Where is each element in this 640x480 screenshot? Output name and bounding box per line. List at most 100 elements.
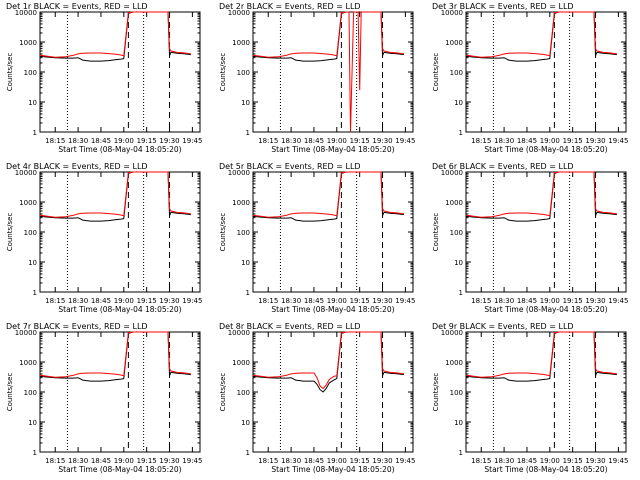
y-tick-label: 1 [246, 289, 250, 297]
x-tick-label: 18:30 [281, 137, 301, 145]
y-tick-label: 1000 [232, 39, 250, 47]
x-axis-label: Start Time (08-May-04 18:05:20) [484, 145, 607, 154]
y-tick-label: 100 [237, 229, 250, 237]
x-tick-label: 19:30 [585, 297, 605, 305]
x-tick-label: 18:15 [258, 137, 278, 145]
x-tick-label: 18:30 [68, 457, 88, 465]
y-tick-label: 1 [33, 129, 37, 137]
y-tick-label: 100 [450, 229, 463, 237]
x-tick-label: 19:00 [114, 457, 134, 465]
y-tick-label: 10 [454, 259, 463, 267]
plot-frame [39, 171, 201, 293]
x-axis-label: Start Time (08-May-04 18:05:20) [271, 305, 394, 314]
panel-2: Det 2r BLACK = Events, RED = LLD 1 10 100 10… [219, 2, 415, 154]
x-tick-label: 19:00 [114, 297, 134, 305]
y-axis-label: Counts/sec [6, 53, 14, 92]
series-lld-line [39, 171, 191, 218]
x-axis-label: Start Time (08-May-04 18:05:20) [58, 145, 181, 154]
x-tick-label: 19:00 [114, 137, 134, 145]
panel-title: Det 1r BLACK = Events, RED = LLD [6, 2, 148, 11]
y-tick-label: 10000 [228, 9, 250, 17]
x-tick-label: 19:45 [182, 297, 202, 305]
y-axis-label: Counts/sec [6, 213, 14, 252]
plot-frame [465, 171, 627, 293]
x-tick-label: 18:45 [304, 297, 324, 305]
y-tick-label: 10 [241, 99, 250, 107]
y-tick-label: 10000 [441, 169, 463, 177]
panel-7: Det 7r BLACK = Events, RED = LLD 1 10 100 10… [6, 322, 202, 474]
y-axis-label: Counts/sec [219, 213, 227, 252]
panel-title: Det 9r BLACK = Events, RED = LLD [432, 322, 574, 331]
x-tick-label: 19:30 [585, 137, 605, 145]
series-lld-line [252, 331, 404, 390]
y-tick-label: 10 [454, 419, 463, 427]
x-tick-label: 18:15 [258, 297, 278, 305]
x-tick-label: 19:45 [608, 137, 628, 145]
x-tick-label: 18:15 [258, 457, 278, 465]
x-tick-label: 19:15 [563, 457, 583, 465]
y-axis-label: Counts/sec [219, 53, 227, 92]
x-tick-label: 18:30 [68, 137, 88, 145]
x-tick-label: 19:30 [159, 297, 179, 305]
y-tick-label: 1000 [19, 199, 37, 207]
x-tick-label: 18:45 [91, 457, 111, 465]
panel-4: Det 4r BLACK = Events, RED = LLD 1 10 100 10… [6, 162, 202, 314]
panel-8: Det 8r BLACK = Events, RED = LLD 1 10 100 10… [219, 322, 415, 474]
y-tick-label: 10 [241, 419, 250, 427]
x-tick-label: 18:45 [517, 297, 537, 305]
y-tick-label: 1000 [232, 359, 250, 367]
y-tick-label: 10 [241, 259, 250, 267]
x-tick-label: 18:30 [281, 297, 301, 305]
y-tick-label: 10000 [15, 9, 37, 17]
panel-title: Det 2r BLACK = Events, RED = LLD [219, 2, 361, 11]
y-tick-label: 10000 [228, 329, 250, 337]
x-tick-label: 18:15 [471, 297, 491, 305]
y-tick-label: 10 [28, 259, 37, 267]
panel-title: Det 4r BLACK = Events, RED = LLD [6, 162, 148, 171]
x-tick-label: 19:15 [350, 137, 370, 145]
x-axis-label: Start Time (08-May-04 18:05:20) [484, 305, 607, 314]
y-tick-label: 10000 [15, 169, 37, 177]
y-tick-label: 10 [454, 99, 463, 107]
x-axis-label: Start Time (08-May-04 18:05:20) [484, 465, 607, 474]
series-lld-line [39, 11, 191, 58]
panel-6: Det 6r BLACK = Events, RED = LLD 1 10 100 10… [432, 162, 628, 314]
x-tick-label: 18:30 [494, 137, 514, 145]
x-tick-label: 18:15 [45, 457, 65, 465]
y-tick-label: 100 [24, 389, 37, 397]
y-tick-label: 10 [28, 419, 37, 427]
plot-frame [252, 331, 414, 453]
x-tick-label: 19:00 [327, 297, 347, 305]
y-tick-label: 10000 [441, 9, 463, 17]
x-tick-label: 18:45 [304, 457, 324, 465]
x-tick-label: 19:30 [159, 137, 179, 145]
x-tick-label: 19:00 [540, 137, 560, 145]
y-tick-label: 100 [450, 69, 463, 77]
x-tick-label: 19:00 [327, 457, 347, 465]
x-tick-label: 18:15 [45, 137, 65, 145]
x-tick-label: 19:30 [372, 137, 392, 145]
x-tick-label: 19:45 [395, 137, 415, 145]
y-axis-label: Counts/sec [432, 213, 440, 252]
x-tick-label: 18:15 [471, 457, 491, 465]
x-tick-label: 18:15 [45, 297, 65, 305]
x-tick-label: 19:45 [182, 137, 202, 145]
y-tick-label: 1000 [445, 199, 463, 207]
y-axis-label: Counts/sec [219, 373, 227, 412]
x-tick-label: 19:45 [395, 297, 415, 305]
x-tick-label: 19:15 [137, 457, 157, 465]
y-tick-label: 1000 [232, 199, 250, 207]
panel-5: Det 5r BLACK = Events, RED = LLD 1 10 100 10… [219, 162, 415, 314]
x-tick-label: 18:45 [91, 137, 111, 145]
plot-frame [465, 331, 627, 453]
y-tick-label: 1 [459, 449, 463, 457]
panel-title: Det 5r BLACK = Events, RED = LLD [219, 162, 361, 171]
y-axis-label: Counts/sec [432, 373, 440, 412]
y-axis-label: Counts/sec [6, 373, 14, 412]
y-tick-label: 100 [24, 229, 37, 237]
y-tick-label: 1 [33, 449, 37, 457]
x-tick-label: 19:15 [137, 297, 157, 305]
y-tick-label: 1000 [445, 359, 463, 367]
x-axis-label: Start Time (08-May-04 18:05:20) [271, 145, 394, 154]
